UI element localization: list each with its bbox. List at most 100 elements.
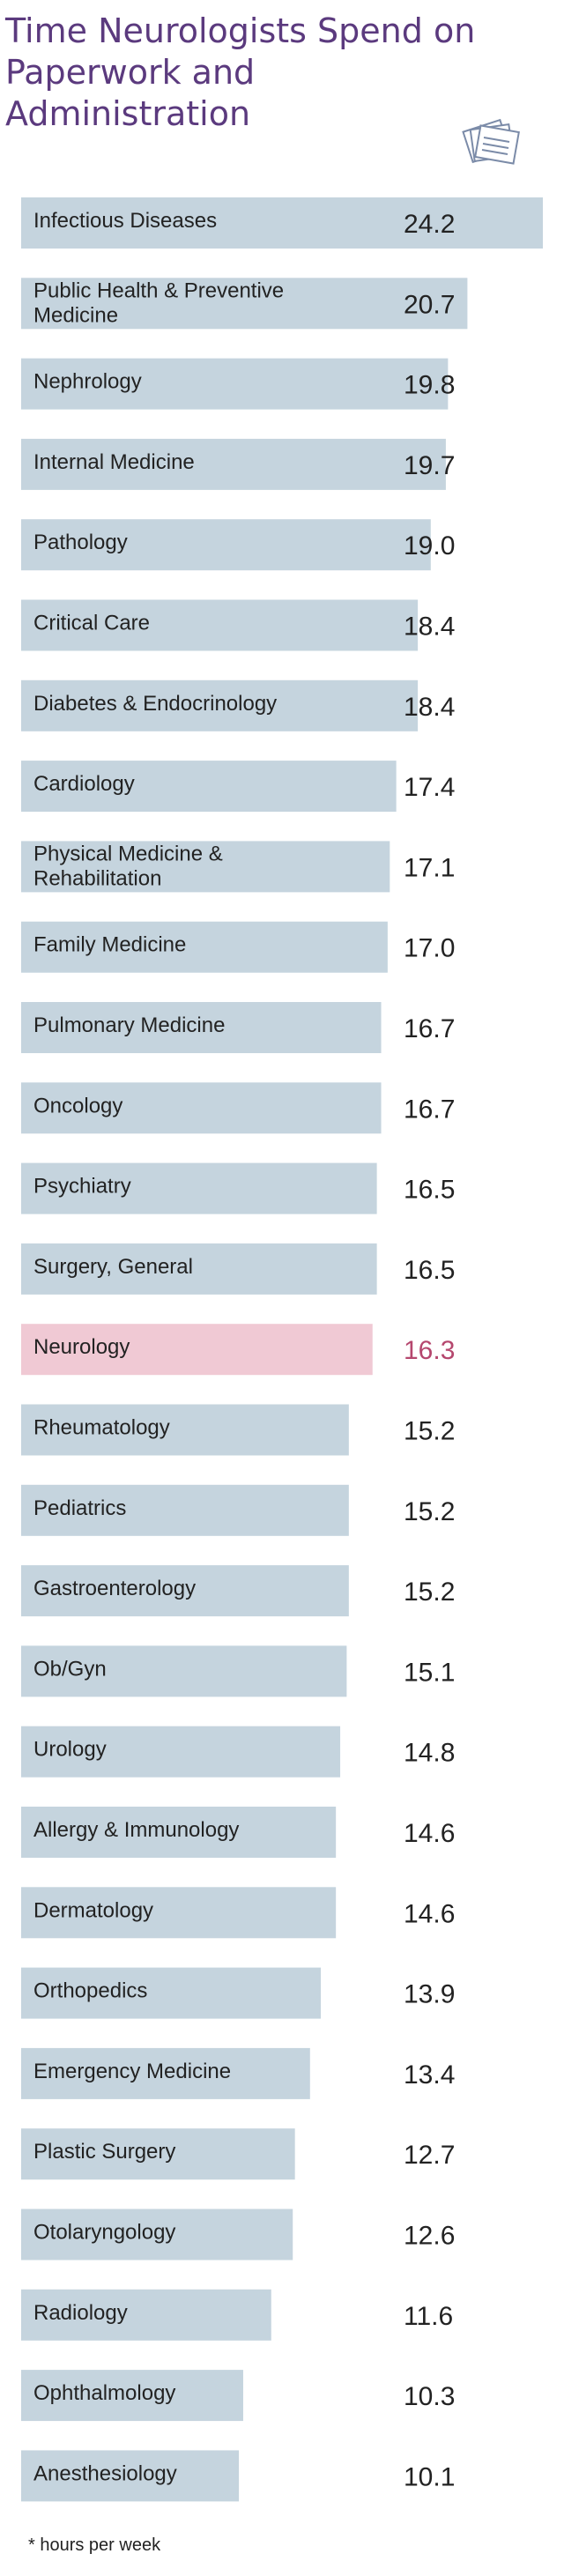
value-label: 20.7 [404,290,455,319]
value-label: 16.3 [404,1336,455,1365]
bar-label: Public Health & Preventive Medicine [33,278,284,327]
value-label: 14.6 [404,1899,455,1928]
bar [21,197,543,249]
bar-label: Physical Medicine & Rehabilitation [33,842,223,890]
value-label: 19.7 [404,451,455,480]
bar-row: Orthopedics 13.9 [21,1967,455,2019]
bar [21,2370,243,2422]
bar-row: Rheumatology 15.2 [21,1404,455,1456]
bar [21,841,390,893]
value-label: 12.7 [404,2141,455,2170]
bar-label: Ophthalmology [33,2381,175,2405]
bar-row: Pathology 19.0 [21,519,455,571]
bar-row: Urology 14.8 [21,1726,455,1778]
bar-label: Emergency Medicine [33,2060,231,2083]
bar-row: Public Health & Preventive Medicine 20.7 [21,278,468,330]
bar-row: Radiology 11.6 [21,2289,453,2341]
value-label: 10.1 [404,2462,455,2491]
bar [21,1807,337,1858]
value-label: 24.2 [404,210,455,239]
bar [21,1404,349,1456]
bar-label: Orthopedics [33,1979,147,2003]
value-label: 16.7 [404,1095,455,1124]
bar-label: Ob/Gyn [33,1657,107,1681]
value-label: 15.2 [404,1417,455,1446]
bar [21,2209,293,2260]
bar [21,921,388,973]
bar-row: Infectious Diseases 24.2 [21,197,543,249]
bar-row: Nephrology 19.8 [21,358,455,410]
bar-label: Neurology [33,1335,130,1359]
bar [21,1324,373,1376]
bar [21,1162,377,1214]
bar-row: Dermatology 14.6 [21,1887,455,1939]
bar-label: Cardiology [33,772,135,796]
bar-row: Allergy & Immunology 14.6 [21,1807,455,1858]
bar-row: Physical Medicine & Rehabilitation 17.1 [21,841,455,893]
bar [21,1082,382,1134]
bar-row: Ob/Gyn 15.1 [21,1645,455,1697]
bar-row: Internal Medicine 19.7 [21,438,455,490]
bar-label: Infectious Diseases [33,209,217,233]
bar [21,1484,349,1536]
bar-row: Surgery, General 16.5 [21,1243,455,1295]
bar-label: Diabetes & Endocrinology [33,692,277,716]
value-label: 13.4 [404,2060,455,2090]
bar-label: Allergy & Immunology [33,1818,239,1842]
value-label: 12.6 [404,2222,455,2251]
bar-label: Family Medicine [33,933,186,957]
bar [21,761,397,813]
bar [21,1726,341,1778]
bar-label: Gastroenterology [33,1577,196,1600]
bar-row: Diabetes & Endocrinology 18.4 [21,679,455,731]
bar-label: Radiology [33,2301,128,2325]
bar [21,1967,322,2019]
bar-label: Anesthesiology [33,2461,177,2485]
bar [21,2128,295,2180]
bar-row: Family Medicine 17.0 [21,921,455,973]
bar [21,2047,310,2099]
value-label: 14.6 [404,1819,455,1848]
value-label: 14.8 [404,1739,455,1768]
value-label: 18.4 [404,612,455,642]
bar [21,2289,271,2341]
value-label: 15.2 [404,1497,455,1526]
footnote: * hours per week [28,2535,161,2555]
bar-label: Nephrology [33,370,142,394]
bar-label: Dermatology [33,1898,153,1922]
bar-label: Psychiatry [33,1175,131,1199]
value-label: 10.3 [404,2382,455,2411]
bar [21,1645,347,1697]
bar-row: Gastroenterology 15.2 [21,1565,455,1617]
value-label: 15.2 [404,1578,455,1607]
bar-label: Oncology [33,1094,122,1117]
value-label: 16.7 [404,1014,455,1043]
bar [21,599,419,651]
value-label: 19.8 [404,371,455,400]
value-label: 11.6 [404,2302,453,2331]
bar-row: Psychiatry 16.5 [21,1162,455,1214]
bar-row: Cardiology 17.4 [21,761,455,813]
bar-label: Critical Care [33,612,150,635]
bar-row: Otolaryngology 12.6 [21,2209,455,2260]
bar-row: Pediatrics 15.2 [21,1484,455,1536]
bar-label: Otolaryngology [33,2221,175,2245]
bar-row: Ophthalmology 10.3 [21,2370,455,2422]
bar-label: Internal Medicine [33,450,195,474]
bar-label: Plastic Surgery [33,2140,175,2164]
bar [21,679,419,731]
bar [21,1002,382,1053]
bar-row: Plastic Surgery 12.7 [21,2128,455,2180]
bar-label: Pulmonary Medicine [33,1013,225,1037]
paper-stack-icon [462,118,520,165]
chart-title: Time Neurologists Spend on Paperwork and… [5,11,476,133]
bar-label: Rheumatology [33,1416,170,1440]
value-label: 17.4 [404,773,455,802]
bar-row: Neurology 16.3 [21,1324,455,1376]
bar-row: Anesthesiology 10.1 [21,2450,455,2502]
bar-row: Oncology 16.7 [21,1082,455,1134]
bar-row: Emergency Medicine 13.4 [21,2047,455,2099]
bar-label: Surgery, General [33,1255,193,1279]
bar [21,438,446,490]
bar [21,519,431,571]
